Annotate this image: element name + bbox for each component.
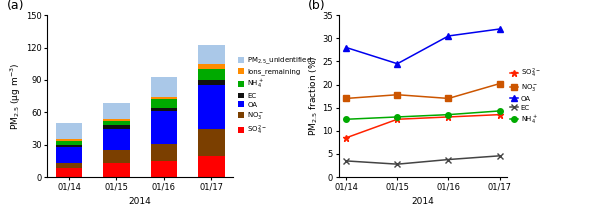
Bar <box>151 97 177 99</box>
NH$_4^+$ <box>496 110 503 112</box>
Line: SO$_4^{2-}$: SO$_4^{2-}$ <box>343 111 503 141</box>
Y-axis label: PM$_{2.5}$ (μg m$^{-3}$): PM$_{2.5}$ (μg m$^{-3}$) <box>9 62 23 130</box>
EC <box>496 154 503 157</box>
Line: NH$_4^+$: NH$_4^+$ <box>343 108 502 122</box>
Bar <box>151 111 177 144</box>
OA <box>343 46 350 49</box>
Bar <box>103 129 129 150</box>
Bar <box>103 125 129 129</box>
Bar <box>151 77 177 97</box>
Text: (a): (a) <box>7 0 24 12</box>
Legend: SO$_4^{2-}$, NO$_3^-$, OA, EC, NH$_4^+$: SO$_4^{2-}$, NO$_3^-$, OA, EC, NH$_4^+$ <box>507 64 543 128</box>
X-axis label: 2014: 2014 <box>129 197 152 206</box>
Bar <box>199 85 225 129</box>
Bar <box>103 119 129 121</box>
SO$_4^{2-}$ <box>496 113 503 116</box>
Bar <box>103 121 129 125</box>
NH$_4^+$ <box>445 113 452 116</box>
Legend: PM$_{2.5}$_unidentified, Ions_remaining, NH$_4^+$, EC, OA, NO$_3^-$, SO$_4^{2-}$: PM$_{2.5}$_unidentified, Ions_remaining,… <box>235 53 315 140</box>
SO$_4^{2-}$ <box>343 137 350 139</box>
NO$_3^-$ <box>394 94 401 96</box>
Bar <box>56 168 82 177</box>
Bar <box>151 108 177 111</box>
Bar <box>199 69 225 80</box>
Bar <box>103 103 129 119</box>
Line: EC: EC <box>343 153 502 167</box>
Bar <box>56 141 82 145</box>
OA <box>445 35 452 37</box>
Text: (b): (b) <box>308 0 326 12</box>
NH$_4^+$ <box>394 116 401 118</box>
X-axis label: 2014: 2014 <box>412 197 434 206</box>
Bar <box>56 145 82 147</box>
SO$_4^{2-}$ <box>394 118 401 121</box>
NO$_3^-$ <box>496 82 503 85</box>
Bar <box>199 80 225 85</box>
Bar <box>56 139 82 141</box>
NO$_3^-$ <box>343 97 350 100</box>
Bar <box>199 156 225 177</box>
Bar <box>151 161 177 177</box>
NO$_3^-$ <box>445 97 452 100</box>
Bar <box>199 45 225 64</box>
EC <box>343 160 350 162</box>
Bar <box>56 123 82 139</box>
Bar <box>199 129 225 156</box>
Bar <box>103 150 129 163</box>
Bar <box>199 64 225 69</box>
Bar <box>103 163 129 177</box>
SO$_4^{2-}$ <box>445 116 452 118</box>
NH$_4^+$ <box>343 118 350 121</box>
Line: NO$_3^-$: NO$_3^-$ <box>343 81 502 101</box>
Line: OA: OA <box>343 26 502 67</box>
OA <box>394 62 401 65</box>
Y-axis label: PM$_{2.5}$ fraction (%): PM$_{2.5}$ fraction (%) <box>307 56 320 137</box>
Bar <box>151 99 177 108</box>
EC <box>445 158 452 161</box>
Bar <box>56 147 82 163</box>
Bar <box>151 144 177 161</box>
EC <box>394 163 401 165</box>
OA <box>496 28 503 30</box>
Bar <box>56 163 82 168</box>
